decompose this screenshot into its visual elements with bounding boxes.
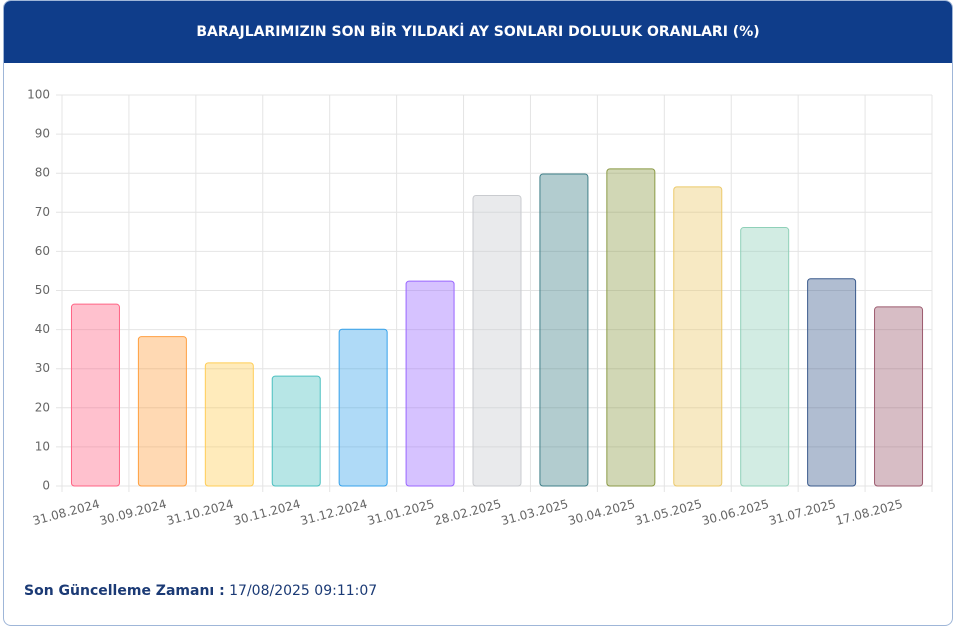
x-tick-label: 30.04.2025 [567,497,637,528]
y-tick-label: 70 [35,205,50,219]
footer: Son Güncelleme Zamanı : 17/08/2025 09:11… [24,583,377,599]
bar [271,375,321,487]
y-tick-label: 0 [42,479,50,493]
x-tick-label: 31.07.2025 [767,497,837,528]
x-tick-label: 31.03.2025 [500,497,570,528]
y-tick-label: 20 [35,400,50,414]
chart-title: BARAJLARIMIZIN SON BİR YILDAKİ AY SONLAR… [196,24,760,40]
y-tick-label: 10 [35,439,50,453]
footer-label: Son Güncelleme Zamanı : [24,583,225,599]
y-tick-label: 30 [35,361,50,375]
y-tick-label: 40 [35,322,50,336]
bar [472,194,522,487]
bar [606,168,656,487]
x-tick-label: 17.08.2025 [834,497,904,528]
bar [740,227,790,487]
x-tick-label: 31.10.2024 [165,497,235,528]
y-tick-label: 90 [35,127,50,141]
y-tick-label: 50 [35,283,50,297]
bar [137,336,187,487]
x-tick-label: 31.01.2025 [366,497,436,528]
bar [807,278,857,487]
bar [539,173,589,487]
bar [70,303,120,487]
x-tick-label: 30.06.2025 [700,497,770,528]
footer-value: 17/08/2025 09:11:07 [229,583,378,599]
bar [338,328,388,487]
bar [673,186,723,487]
bar [405,280,455,487]
y-tick-label: 60 [35,244,50,258]
y-tick-label: 80 [35,166,50,180]
x-tick-label: 30.09.2024 [98,497,168,528]
x-tick-label: 31.05.2025 [633,497,703,528]
x-tick-label: 28.02.2025 [433,497,503,528]
bar [874,306,924,487]
card-header: BARAJLARIMIZIN SON BİR YILDAKİ AY SONLAR… [4,1,952,63]
x-tick-label: 31.08.2024 [31,497,101,528]
x-tick-label: 31.12.2024 [299,497,369,528]
card: BARAJLARIMIZIN SON BİR YILDAKİ AY SONLAR… [3,0,953,626]
bar [204,362,254,487]
y-tick-label: 100 [27,88,50,102]
x-tick-label: 30.11.2024 [232,497,302,528]
chart: 0 10 20 30 40 50 60 70 80 90 100 31.08.202430.09.20… [27,88,933,528]
